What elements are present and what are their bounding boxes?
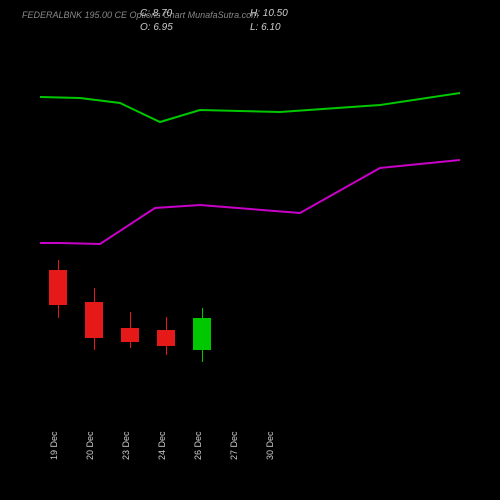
magenta-line: [40, 160, 460, 244]
ohlc-open: O: 6.95: [140, 22, 173, 33]
x-axis-label: 27 Dec: [229, 431, 239, 460]
overlay-lines: [40, 50, 460, 420]
x-axis-label: 23 Dec: [121, 431, 131, 460]
x-axis-label: 19 Dec: [49, 431, 59, 460]
candle-body: [49, 270, 67, 305]
ohlc-low: L: 6.10: [250, 22, 281, 33]
x-axis-label: 20 Dec: [85, 431, 95, 460]
chart-plot-area: [40, 50, 460, 420]
candle-body: [193, 318, 211, 350]
x-axis-label: 30 Dec: [265, 431, 275, 460]
x-axis-label: 24 Dec: [157, 431, 167, 460]
ohlc-close: C: 8.70: [140, 8, 172, 19]
candle-body: [157, 330, 175, 346]
ohlc-high: H: 10.50: [250, 8, 288, 19]
x-axis-label: 26 Dec: [193, 431, 203, 460]
candle-body: [121, 328, 139, 342]
green-line: [40, 93, 460, 122]
x-axis: 19 Dec 20 Dec 23 Dec 24 Dec 26 Dec 27 Dec 30 D…: [40, 420, 460, 480]
candle-body: [85, 302, 103, 338]
